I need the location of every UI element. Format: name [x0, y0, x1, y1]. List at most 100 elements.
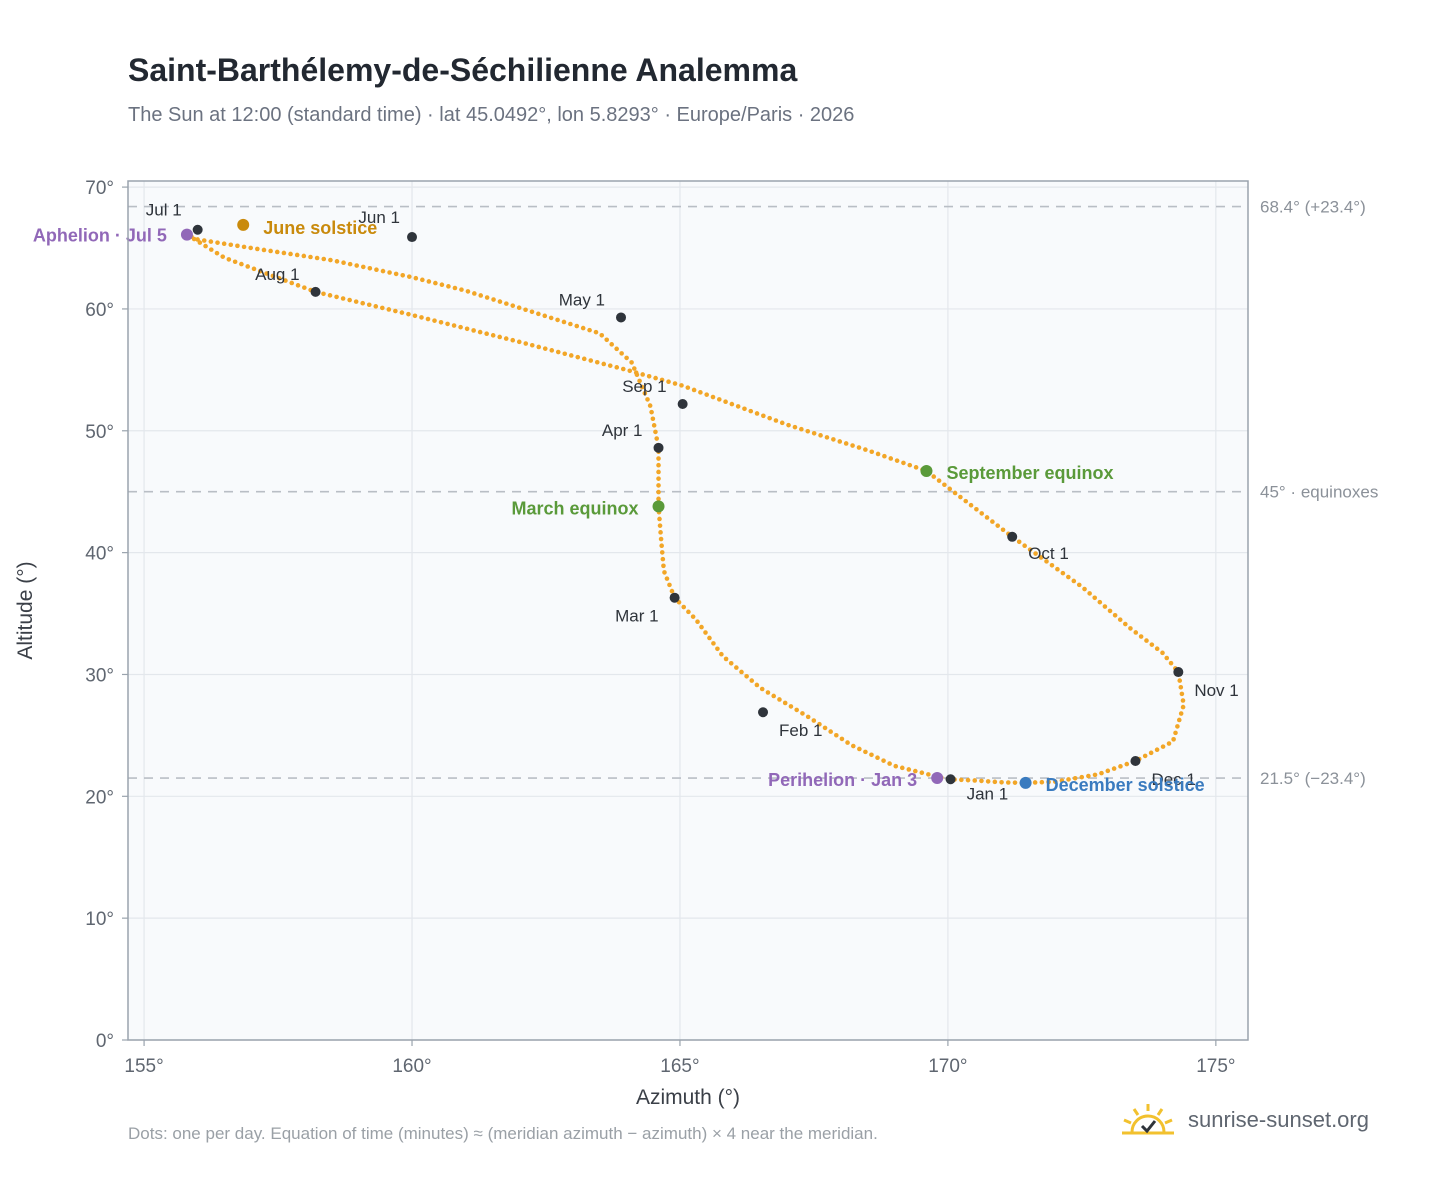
reference-lines: 68.4° (+23.4°) 45° · equinoxes 21.5° (−23.… [128, 198, 1378, 788]
day-dot [1154, 646, 1160, 651]
day-dot [516, 339, 522, 345]
day-dot [1052, 779, 1058, 784]
day-dot [465, 289, 471, 294]
month-marker [653, 442, 664, 453]
day-dot [650, 416, 656, 422]
day-dot [380, 305, 385, 311]
day-dot [979, 511, 985, 516]
day-dot [1066, 574, 1071, 580]
day-dot [510, 303, 516, 308]
day-dot [631, 366, 637, 371]
event-markers: June solstice Aphelion · Jul 5 March equin… [33, 218, 1205, 795]
brand[interactable]: sunrise-sunset.org [1120, 1102, 1369, 1138]
event-marker [652, 500, 665, 513]
day-dot [881, 758, 886, 763]
day-dot [800, 711, 805, 716]
day-dot [990, 519, 995, 524]
day-dot [1092, 772, 1098, 778]
day-dot [666, 379, 671, 385]
day-dot [412, 313, 418, 319]
day-dot [334, 294, 339, 300]
day-dot [1072, 775, 1078, 781]
month-label: Jul 1 [146, 201, 182, 220]
day-dot [484, 331, 489, 336]
y-tick-label: 50° [85, 422, 114, 443]
day-dot [653, 429, 658, 435]
day-dot [523, 341, 529, 346]
day-dot [913, 768, 918, 774]
day-dot [220, 254, 226, 259]
day-dot [609, 342, 614, 347]
day-dot [735, 404, 741, 409]
day-dot [548, 315, 554, 321]
day-dot [845, 740, 850, 745]
day-dot [1144, 638, 1149, 643]
day-dot [659, 377, 665, 383]
day-dot [490, 333, 496, 338]
day-dot [893, 763, 899, 769]
day-dot [1166, 741, 1172, 746]
day-dot [824, 435, 830, 440]
day-dot [529, 342, 535, 348]
day-dot [672, 381, 678, 386]
day-dot [656, 476, 661, 481]
day-dot [882, 453, 887, 459]
day-dot [562, 351, 568, 357]
day-dot [799, 426, 804, 432]
day-dot [1012, 780, 1018, 785]
day-dot [936, 478, 942, 483]
day-dot [659, 550, 665, 555]
day-dot [497, 299, 503, 304]
day-dot [1177, 678, 1183, 683]
day-dot [251, 266, 257, 272]
day-dot [779, 420, 785, 426]
day-dot [587, 327, 592, 333]
day-dot [695, 619, 700, 624]
day-dot [620, 366, 626, 372]
day-dot [432, 318, 437, 323]
day-dot [270, 273, 276, 279]
day-dot [1079, 774, 1085, 780]
day-dot [1082, 586, 1087, 592]
day-dot [1164, 655, 1170, 661]
day-dot [426, 279, 432, 284]
day-dot [228, 242, 234, 248]
day-dot [503, 336, 509, 341]
day-dot [811, 718, 817, 723]
day-dot [294, 252, 300, 258]
day-dot [536, 344, 542, 350]
day-dot [1154, 747, 1160, 753]
day-dot [1105, 768, 1111, 774]
month-label: Dec 1 [1151, 770, 1195, 789]
day-dot [1180, 698, 1186, 703]
day-dot [734, 665, 739, 670]
day-dot [451, 323, 457, 328]
day-dot [728, 660, 734, 666]
day-dot [667, 582, 672, 588]
day-dot [458, 324, 463, 330]
day-dot [662, 570, 667, 575]
day-dot [1005, 780, 1011, 785]
sun-logo-icon [1122, 1104, 1174, 1135]
day-dot [341, 260, 346, 266]
day-dot [999, 780, 1004, 785]
day-dot [614, 346, 619, 352]
day-dot [301, 253, 307, 259]
day-dot [607, 363, 613, 368]
day-dot [555, 317, 560, 323]
day-dot [653, 375, 658, 381]
day-dot [191, 236, 197, 242]
day-dot [963, 498, 969, 504]
day-dot [899, 765, 905, 771]
day-dot [588, 358, 594, 363]
day-dot [817, 721, 822, 727]
day-dot [1180, 704, 1186, 710]
day-dot [863, 749, 868, 755]
day-dot [654, 436, 660, 441]
day-dot [1128, 626, 1133, 631]
day-dot [1086, 773, 1091, 779]
day-dot [828, 729, 833, 734]
day-dot [1033, 551, 1038, 556]
day-dot [1059, 778, 1065, 783]
day-dot [704, 392, 709, 397]
